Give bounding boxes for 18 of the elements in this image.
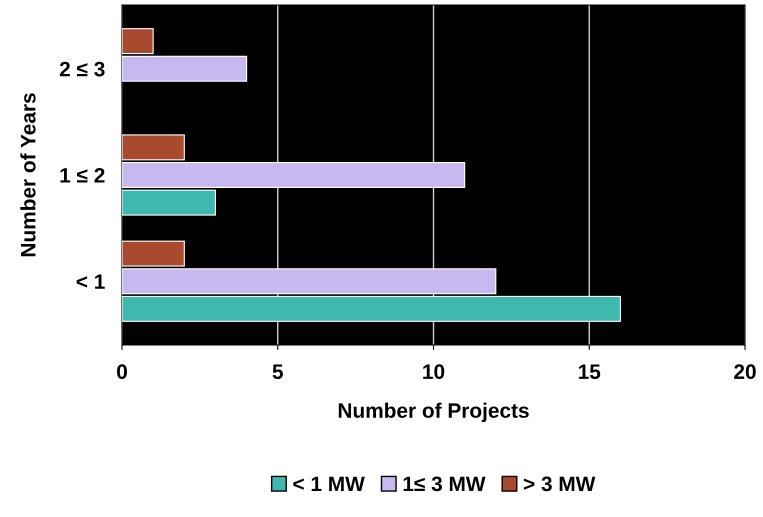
y-tick-label: 1 ≤ 2 [60, 168, 104, 183]
bar [122, 240, 185, 267]
y-tick-label: 2 ≤ 3 [60, 62, 105, 77]
bar [122, 56, 248, 82]
x-tick-label: 20 [734, 364, 756, 380]
legend-label: < 1 MW [293, 476, 365, 492]
x-tick-label: 10 [423, 364, 444, 380]
x-axis-title: Number of Projects [338, 402, 529, 422]
bar [122, 268, 496, 294]
x-tick-label: 5 [272, 364, 283, 380]
x-tick-label: 0 [117, 364, 127, 380]
bar [122, 296, 621, 322]
y-tick-label: < 1 [76, 274, 105, 289]
legend-label: > 3 MW [524, 476, 596, 492]
x-tick-label: 15 [578, 364, 600, 380]
y-axis-title: Number of Years [20, 93, 36, 256]
legend-label: 1≤ 3 MW [404, 476, 486, 492]
bar [122, 28, 154, 54]
